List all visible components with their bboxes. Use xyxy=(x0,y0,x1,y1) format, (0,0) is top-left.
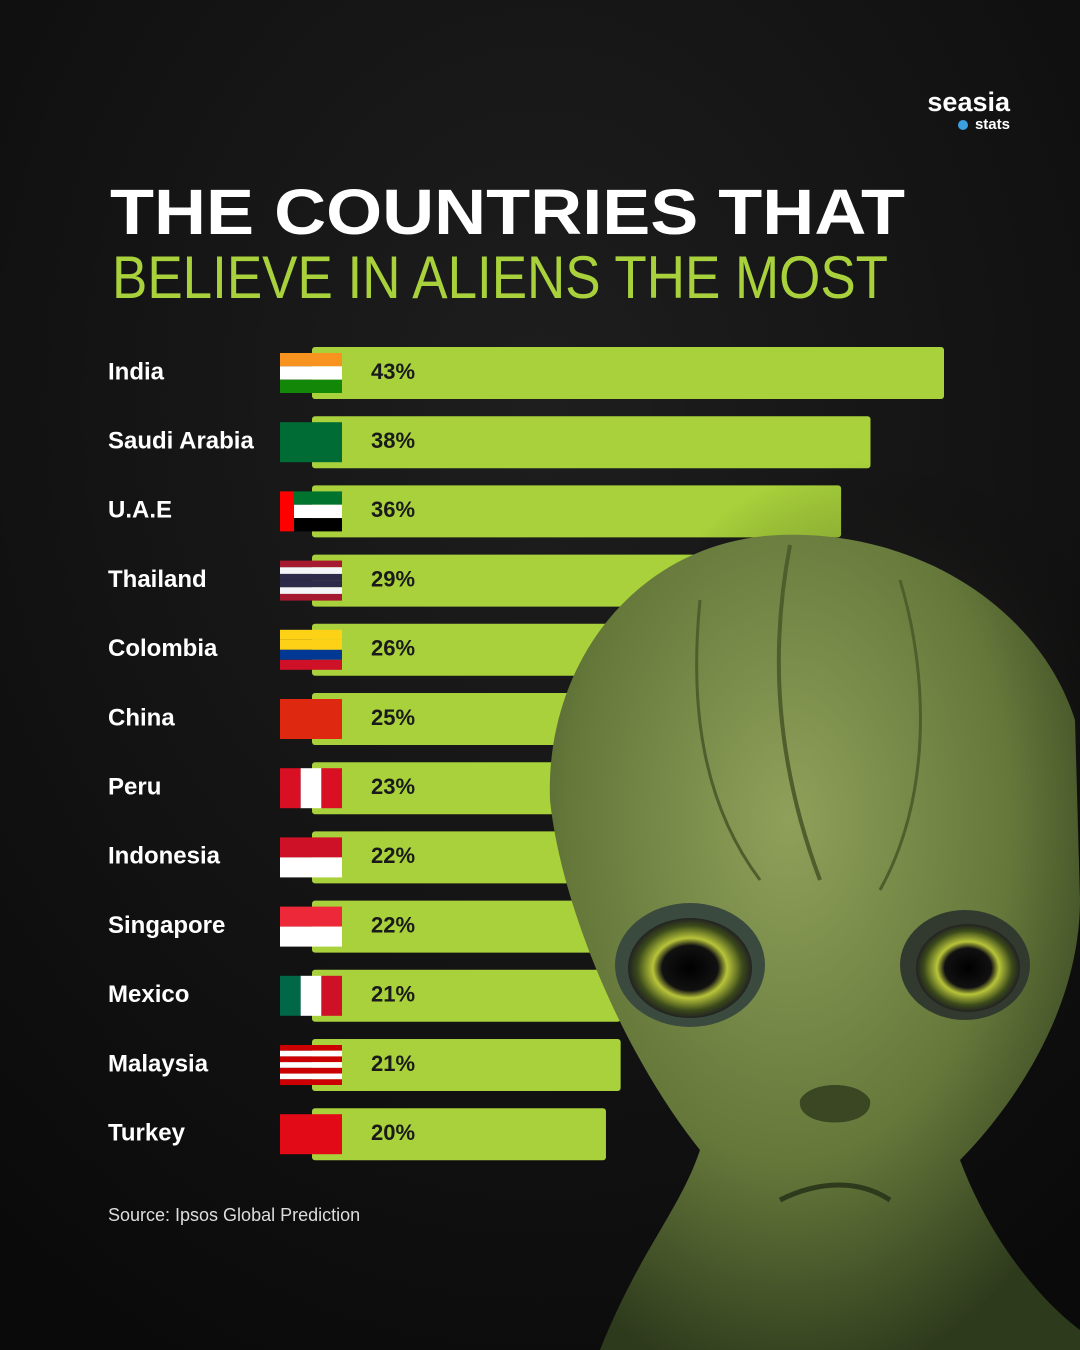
flag-stripe xyxy=(280,593,342,601)
category-label: China xyxy=(108,704,175,731)
alien-illustration xyxy=(549,460,1080,1350)
category-label: Colombia xyxy=(108,635,218,662)
category-label: Malaysia xyxy=(108,1050,209,1077)
row: Singapore 22% xyxy=(108,900,636,953)
flag-stripe xyxy=(280,422,342,463)
flag-stripe xyxy=(280,1067,342,1074)
flag-stripe xyxy=(280,1062,342,1068)
category-label: Singapore xyxy=(108,912,225,939)
flag-stripe xyxy=(300,768,322,809)
category-label: Mexico xyxy=(108,981,189,1008)
flag-stripe xyxy=(280,1079,342,1085)
flag-stripe xyxy=(280,659,342,670)
value-label: 43% xyxy=(371,359,415,384)
flag-stripe xyxy=(280,491,294,532)
flag-stripe xyxy=(280,639,342,650)
flag-stripe xyxy=(280,699,342,739)
value-label: 23% xyxy=(371,774,415,799)
flag-stripe xyxy=(280,580,342,588)
value-label: 22% xyxy=(371,912,415,937)
flag-stripe xyxy=(280,1114,342,1155)
source: Source: Ipsos Global Prediction xyxy=(108,1205,360,1225)
flag-stripe xyxy=(280,837,342,858)
row: Mexico 21% xyxy=(108,969,621,1022)
category-label: Saudi Arabia xyxy=(108,428,254,455)
flag-stripe xyxy=(280,768,301,809)
row: Saudi Arabia 38% xyxy=(108,416,871,469)
category-label: Indonesia xyxy=(108,843,221,870)
bar xyxy=(312,1039,621,1091)
chart-subtitle: BELIEVE IN ALIENS THE MOST xyxy=(112,244,888,311)
bar xyxy=(312,900,636,953)
value-label: 36% xyxy=(371,497,415,522)
category-label: U.A.E xyxy=(108,497,172,524)
flag-stripe xyxy=(280,587,342,594)
row: Thailand 29% xyxy=(108,554,739,607)
brand-dot xyxy=(958,120,968,130)
flag-stripe xyxy=(280,567,342,574)
row: Turkey 20% xyxy=(108,1108,606,1161)
flag-stripe xyxy=(280,1045,342,1051)
flag-stripe xyxy=(280,560,342,568)
flag-stripe xyxy=(280,975,301,1016)
bar xyxy=(312,831,636,884)
flag-stripe xyxy=(280,1056,342,1063)
chart-title: THE COUNTRIES THAT xyxy=(110,176,905,248)
flag-stripe xyxy=(280,629,342,640)
category-label: Turkey xyxy=(108,1120,186,1147)
bar xyxy=(312,969,621,1022)
flag-stripe xyxy=(280,573,342,581)
flag-stripe xyxy=(280,1050,342,1057)
flag-stripe xyxy=(280,1073,342,1080)
flag-stripe xyxy=(280,649,342,660)
row: Indonesia 22% xyxy=(108,831,636,884)
category-label: India xyxy=(108,358,165,385)
flag-stripe xyxy=(321,768,342,809)
flag-stripe xyxy=(280,857,342,878)
flag-stripe xyxy=(280,926,342,947)
flag-stripe xyxy=(280,906,342,927)
value-label: 22% xyxy=(371,843,415,868)
bar xyxy=(312,416,871,469)
category-label: Thailand xyxy=(108,566,207,593)
value-label: 21% xyxy=(371,982,415,1007)
flag-stripe xyxy=(280,379,342,393)
flag-stripe xyxy=(321,975,342,1016)
row: Malaysia 21% xyxy=(108,1039,621,1091)
value-label: 25% xyxy=(371,705,415,730)
flag-stripe xyxy=(280,518,342,532)
flag-stripe xyxy=(300,975,322,1016)
bar xyxy=(312,554,739,607)
value-label: 20% xyxy=(371,1120,415,1145)
bar xyxy=(312,1108,606,1161)
row: India 43% xyxy=(108,347,944,399)
value-label: 38% xyxy=(371,428,415,453)
flag-stripe xyxy=(280,504,342,519)
value-label: 26% xyxy=(371,636,415,661)
brand-sub: stats xyxy=(975,116,1010,133)
value-label: 29% xyxy=(371,566,415,591)
flag-stripe xyxy=(280,491,342,505)
brand: seasia xyxy=(927,87,1011,117)
flag-stripe xyxy=(280,366,342,380)
value-label: 21% xyxy=(371,1051,415,1076)
flag-stripe xyxy=(280,353,342,367)
category-label: Peru xyxy=(108,774,161,801)
bar xyxy=(312,347,944,399)
